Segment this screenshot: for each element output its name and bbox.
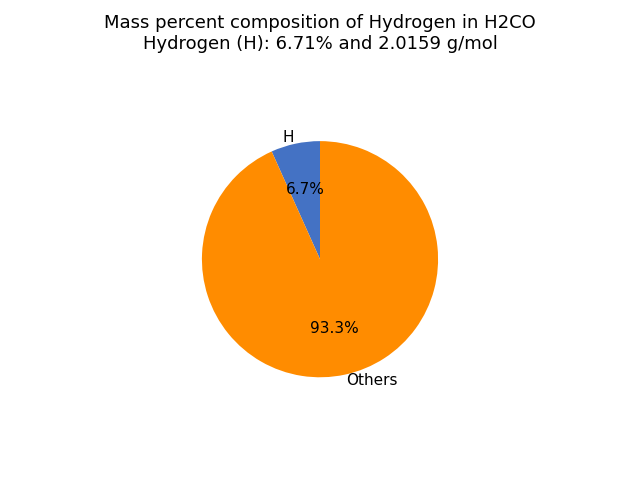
Text: H: H	[282, 131, 294, 145]
Text: Others: Others	[346, 373, 397, 388]
Title: Mass percent composition of Hydrogen in H2CO
Hydrogen (H): 6.71% and 2.0159 g/mo: Mass percent composition of Hydrogen in …	[104, 14, 536, 52]
Wedge shape	[271, 141, 320, 259]
Text: 93.3%: 93.3%	[310, 321, 359, 336]
Wedge shape	[202, 141, 438, 377]
Text: 6.7%: 6.7%	[285, 182, 324, 197]
